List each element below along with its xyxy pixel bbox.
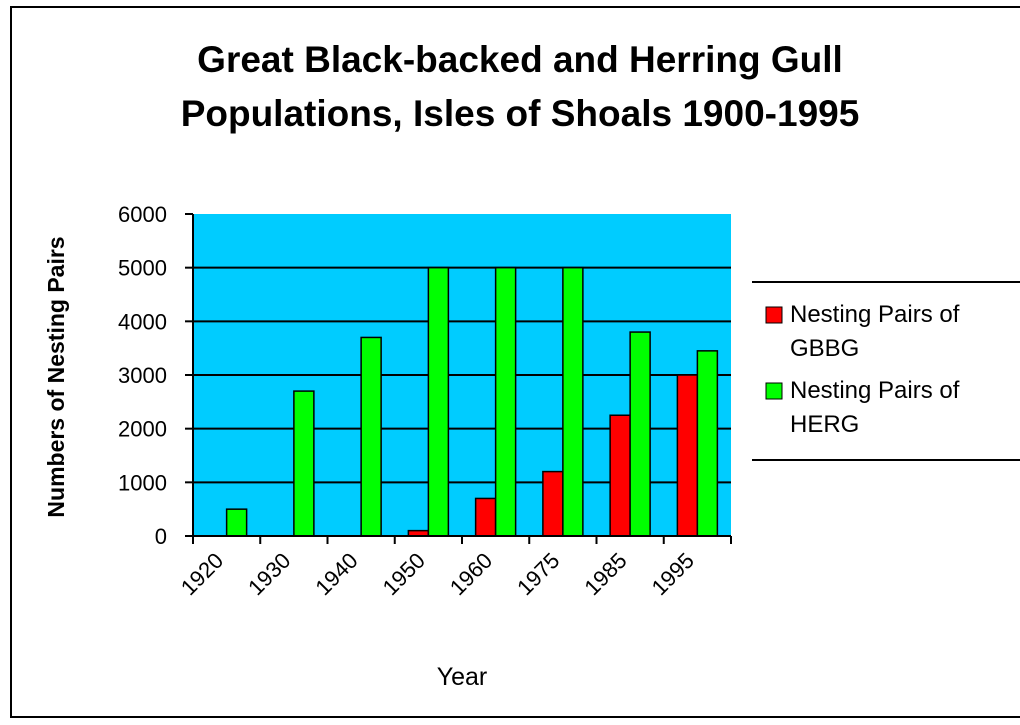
x-tick-label: 1960 [445,548,497,600]
bar-nesting-pairs-of-gbbg-1975 [542,470,564,537]
y-tick-label: 2000 [118,417,167,442]
legend-label: Nesting Pairs of [790,377,960,404]
legend-swatch [765,382,783,400]
y-tick-label: 5000 [118,256,167,281]
bar-nesting-pairs-of-gbbg-1960 [474,497,497,537]
bar-nesting-pairs-of-herg-1975 [562,266,584,537]
x-tick-label: 1920 [176,548,228,600]
y-tick-label: 1000 [118,470,167,495]
bar-nesting-pairs-of-gbbg-1985 [609,414,631,537]
y-tick-labels: 0 1000 2000 3000 4000 5000 6000 [118,202,167,549]
bar-nesting-pairs-of-herg-1995 [696,350,719,537]
bar-nesting-pairs-of-herg-1930 [293,390,315,537]
legend-label: Nesting Pairs of [790,301,960,328]
y-tick-label: 3000 [118,363,167,388]
legend-label: HERG [790,411,859,438]
axes [185,213,732,544]
x-tick-label: 1930 [243,548,295,600]
x-tick-label: 1940 [310,548,362,600]
y-axis-label: Numbers of Nesting Pairs [43,236,69,517]
chart-title-line-1: Great Black-backed and Herring Gull [197,39,843,80]
y-tick-label: 4000 [118,309,167,334]
bar-nesting-pairs-of-herg-1960 [494,266,517,537]
x-tick-label: 1950 [378,548,430,600]
legend: Nesting Pairs of GBBG Nesting Pairs of HERG [752,281,1020,461]
bars [225,266,719,537]
legend-swatch [765,306,783,324]
x-tick-label: 1995 [647,548,699,600]
x-axis-label: Year [437,663,488,691]
y-tick-label: 6000 [118,202,167,227]
chart-frame [10,6,1020,718]
bar-nesting-pairs-of-herg-1985 [629,331,651,537]
legend-label: GBBG [790,335,859,362]
bar-nesting-pairs-of-gbbg-1995 [676,374,699,537]
bar-nesting-pairs-of-herg-1920 [225,508,248,537]
x-tick-labels: 1920 1930 1940 1950 1960 1975 1985 1995 [176,548,699,600]
chart-title-line-2: Populations, Isles of Shoals 1900-1995 [181,93,860,134]
bar-nesting-pairs-of-herg-1940 [360,336,382,537]
x-tick-label: 1975 [512,548,564,600]
x-tick-label: 1985 [579,548,631,600]
y-tick-label: 0 [155,524,167,549]
bar-nesting-pairs-of-herg-1950 [427,266,450,537]
